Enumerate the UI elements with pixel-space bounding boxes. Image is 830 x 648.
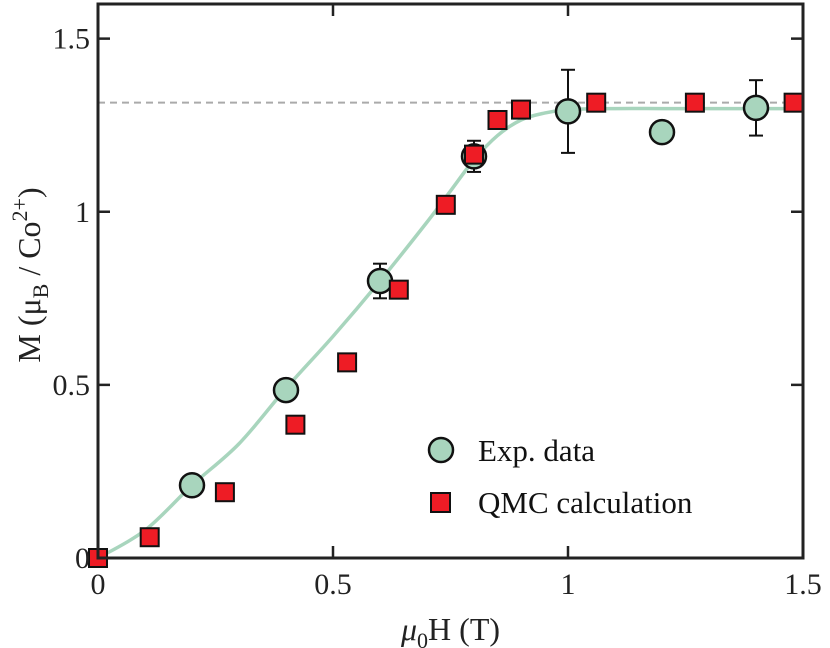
qmc-data-point (285, 414, 306, 435)
x-tick-label: 1.5 (784, 568, 822, 601)
y-axis-label: M (μB / Co2+) (7, 187, 53, 362)
x-tick-label: 0.5 (314, 568, 352, 601)
y-label-post: ) (11, 187, 47, 198)
y-label-sup: 2+ (7, 198, 32, 221)
marker-layer (88, 92, 804, 568)
qmc-data-point (511, 99, 531, 120)
y-label-mid: / Co (11, 221, 47, 283)
exp-data-point (742, 94, 770, 122)
x-label-base: μ (400, 611, 417, 647)
x-label-sub: 0 (417, 628, 428, 648)
y-tick-label: 1.5 (53, 23, 91, 56)
qmc-data-point (684, 92, 705, 113)
qmc-data-point (487, 109, 508, 130)
legend-exp-marker (427, 436, 455, 464)
y-label-sub: B (28, 284, 53, 299)
legend-qmc-marker (430, 492, 451, 513)
qmc-data-point (435, 194, 456, 215)
qmc-data-point (214, 482, 235, 503)
x-axis-label: μ0H (T) (400, 611, 500, 648)
legend: Exp. data QMC calculation (427, 433, 693, 520)
tick-layer (96, 4, 805, 560)
fit-curve (97, 106, 803, 560)
exp-data-point (178, 472, 206, 499)
exp-data-point (366, 267, 394, 295)
tick-label-layer: 0 0.5 1 1.5 0 0.5 1 1.5 (53, 23, 822, 601)
exp-data-point (272, 376, 300, 404)
qmc-data-point (464, 144, 484, 165)
legend-qmc-label: QMC calculation (478, 485, 693, 520)
plot-frame (96, 2, 805, 560)
x-label-rest: H (T) (428, 611, 500, 647)
exp-data-point (554, 98, 582, 125)
fit-curve-layer (97, 106, 803, 560)
qmc-data-point (139, 527, 160, 548)
y-tick-label: 1 (75, 196, 90, 229)
qmc-data-point (337, 352, 358, 373)
exp-data-point (648, 118, 676, 146)
y-label-pre: M (μ (11, 298, 47, 362)
legend-exp-label: Exp. data (478, 433, 595, 468)
x-tick-label: 0 (91, 568, 106, 601)
qmc-data-point (783, 92, 804, 113)
x-tick-label: 1 (561, 568, 576, 601)
qmc-data-point (388, 279, 409, 300)
y-tick-label: 0.5 (53, 369, 91, 402)
y-tick-label: 0 (75, 542, 90, 575)
error-bar-layer (185, 68, 763, 494)
qmc-data-point (586, 92, 607, 113)
